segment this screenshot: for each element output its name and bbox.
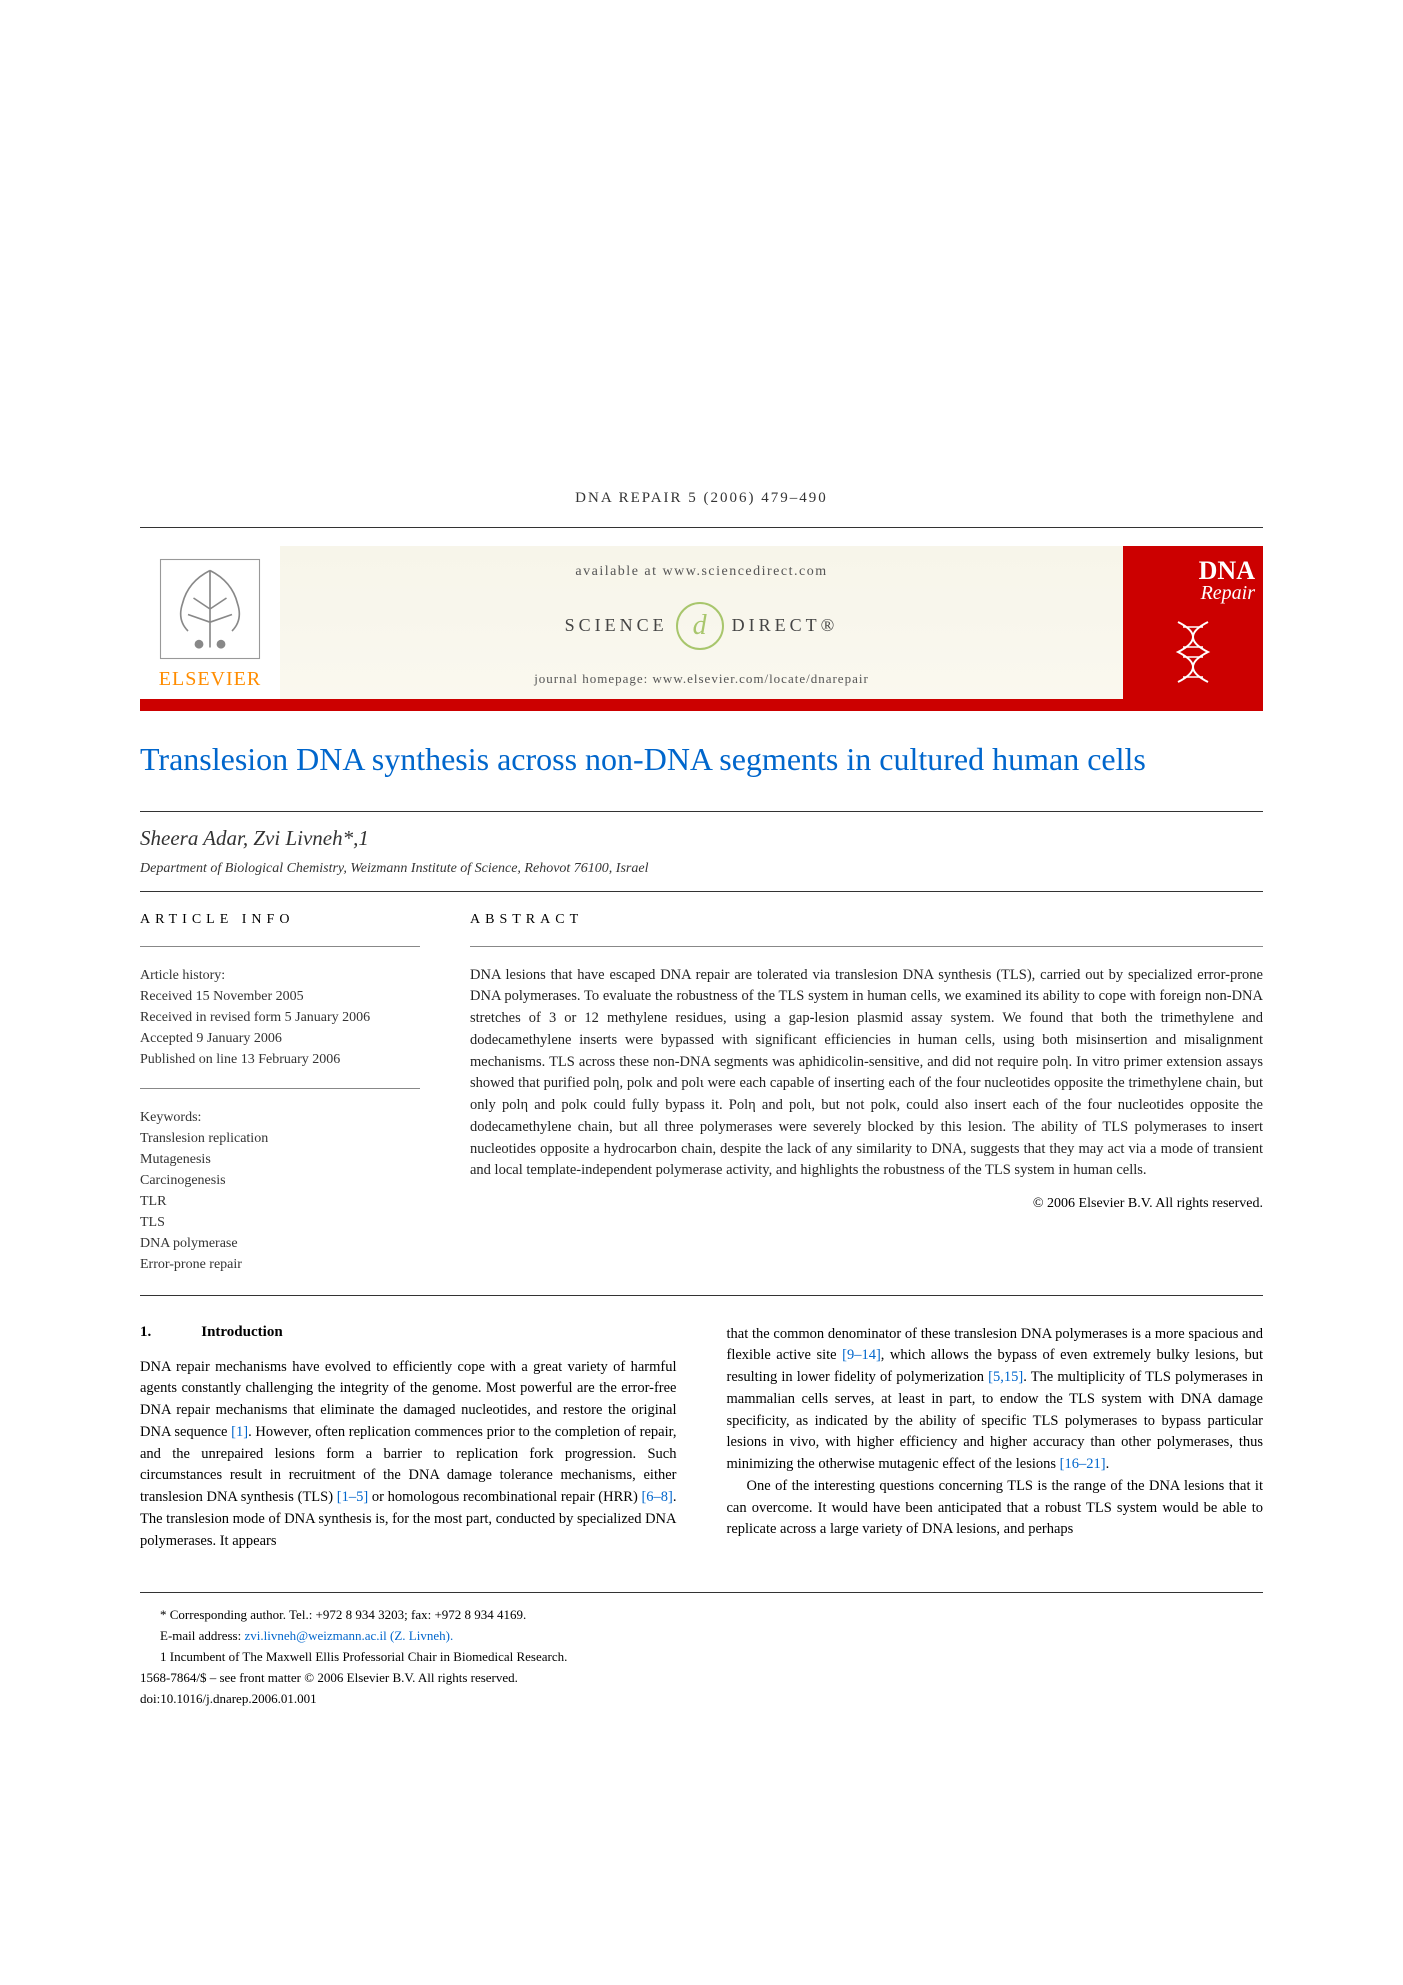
keyword: Translesion replication (140, 1128, 420, 1149)
accepted-date: Accepted 9 January 2006 (140, 1028, 420, 1049)
article-info: ARTICLE INFO Article history: Received 1… (140, 912, 420, 1275)
keywords: Keywords: Translesion replication Mutage… (140, 1107, 420, 1275)
reference-link[interactable]: [6–8] (641, 1489, 672, 1505)
reference-link[interactable]: [16–21] (1060, 1456, 1106, 1472)
cover-subtitle: Repair (1131, 582, 1255, 605)
abstract-text: DNA lesions that have escaped DNA repair… (470, 965, 1263, 1183)
text: One of the interesting questions concern… (727, 1476, 1264, 1541)
journal-homepage: journal homepage: www.elsevier.com/locat… (534, 671, 869, 687)
journal-cover: DNA Repair (1123, 546, 1263, 699)
reference-link[interactable]: [1–5] (337, 1489, 368, 1505)
keyword: Error-prone repair (140, 1254, 420, 1275)
red-bar (140, 699, 1263, 711)
body-text: DNA repair mechanisms have evolved to ef… (140, 1357, 677, 1553)
keyword: TLR (140, 1191, 420, 1212)
section-number: 1. (140, 1324, 151, 1341)
revised-date: Received in revised form 5 January 2006 (140, 1007, 420, 1028)
text: or homologous recombinational repair (HR… (368, 1489, 641, 1505)
keyword: Carcinogenesis (140, 1170, 420, 1191)
article-history: Article history: Received 15 November 20… (140, 965, 420, 1070)
keywords-label: Keywords: (140, 1107, 420, 1128)
abstract-heading: ABSTRACT (470, 912, 1263, 928)
keyword: TLS (140, 1212, 420, 1233)
reference-link[interactable]: [9–14] (842, 1347, 881, 1363)
keyword: DNA polymerase (140, 1233, 420, 1254)
divider (140, 946, 420, 947)
published-date: Published on line 13 February 2006 (140, 1049, 420, 1070)
elsevier-logo: ELSEVIER (140, 546, 280, 699)
affiliation: Department of Biological Chemistry, Weiz… (140, 861, 1263, 877)
available-text: available at www.sciencedirect.com (575, 564, 827, 580)
body-column-right: that the common denominator of these tra… (727, 1324, 1264, 1553)
corresponding-author: * Corresponding author. Tel.: +972 8 934… (140, 1605, 1263, 1626)
text: . (1106, 1456, 1110, 1472)
divider (140, 811, 1263, 812)
copyright: © 2006 Elsevier B.V. All rights reserved… (470, 1196, 1263, 1212)
reference-link[interactable]: [1] (231, 1424, 248, 1440)
header-banner: ELSEVIER available at www.sciencedirect.… (140, 546, 1263, 699)
divider (140, 527, 1263, 528)
dna-helix-icon (1168, 617, 1218, 687)
divider (140, 1088, 420, 1089)
body-column-left: 1. Introduction DNA repair mechanisms ha… (140, 1324, 677, 1553)
abstract: ABSTRACT DNA lesions that have escaped D… (470, 912, 1263, 1275)
science-direct-logo: SCIENCE d DIRECT® (565, 602, 839, 650)
body-text: that the common denominator of these tra… (727, 1324, 1264, 1542)
sd-right: DIRECT® (732, 615, 839, 636)
email-link[interactable]: zvi.livneh@weizmann.ac.il (Z. Livneh). (244, 1628, 453, 1643)
section-heading: 1. Introduction (140, 1324, 677, 1341)
doi: doi:10.1016/j.dnarep.2006.01.001 (140, 1689, 1263, 1710)
elsevier-text: ELSEVIER (159, 668, 261, 691)
authors: Sheera Adar, Zvi Livneh*,1 (140, 826, 1263, 851)
received-date: Received 15 November 2005 (140, 986, 420, 1007)
divider (140, 1295, 1263, 1296)
reference-link[interactable]: [5,15] (988, 1369, 1023, 1385)
article-title: Translesion DNA synthesis across non-DNA… (140, 739, 1263, 781)
email-label: E-mail address: (160, 1628, 241, 1643)
divider (470, 946, 1263, 947)
sd-left: SCIENCE (565, 615, 668, 636)
banner-center: available at www.sciencedirect.com SCIEN… (280, 546, 1123, 699)
cover-title: DNA (1131, 558, 1255, 584)
incumbent-note: 1 Incumbent of The Maxwell Ellis Profess… (140, 1647, 1263, 1668)
keyword: Mutagenesis (140, 1149, 420, 1170)
section-title: Introduction (201, 1324, 282, 1341)
elsevier-tree-icon (155, 554, 265, 664)
history-label: Article history: (140, 965, 420, 986)
info-heading: ARTICLE INFO (140, 912, 420, 928)
journal-reference: DNA REPAIR 5 (2006) 479–490 (140, 490, 1263, 507)
info-abstract-row: ARTICLE INFO Article history: Received 1… (140, 912, 1263, 1275)
email-line: E-mail address: zvi.livneh@weizmann.ac.i… (140, 1626, 1263, 1647)
body-columns: 1. Introduction DNA repair mechanisms ha… (140, 1324, 1263, 1553)
divider (140, 891, 1263, 892)
front-matter: 1568-7864/$ – see front matter © 2006 El… (140, 1668, 1263, 1689)
footer: * Corresponding author. Tel.: +972 8 934… (140, 1592, 1263, 1709)
sd-circle-icon: d (676, 602, 724, 650)
